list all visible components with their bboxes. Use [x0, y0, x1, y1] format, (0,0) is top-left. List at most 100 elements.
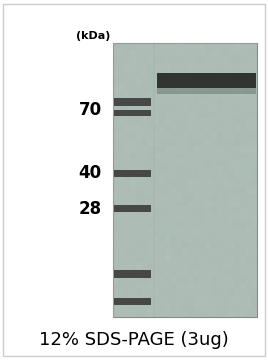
Bar — [228, 153, 234, 159]
Bar — [124, 173, 130, 180]
Bar — [113, 296, 118, 303]
Bar — [240, 221, 246, 228]
Bar — [142, 221, 147, 228]
Bar — [130, 194, 136, 201]
Bar — [113, 159, 118, 166]
Bar — [205, 57, 211, 64]
Bar — [124, 269, 130, 276]
Bar — [211, 262, 217, 269]
Bar — [113, 242, 118, 248]
Bar — [165, 105, 170, 112]
Bar — [199, 221, 205, 228]
Bar — [222, 77, 228, 84]
Bar — [118, 159, 124, 166]
Bar — [199, 207, 205, 214]
Bar — [217, 235, 222, 242]
Bar — [136, 153, 142, 159]
Bar — [142, 50, 147, 57]
Bar — [199, 283, 205, 289]
Bar — [205, 194, 211, 201]
Bar — [251, 146, 257, 153]
Bar — [188, 50, 193, 57]
Bar — [234, 153, 240, 159]
Bar — [188, 91, 193, 98]
Bar — [246, 214, 251, 221]
Bar — [251, 71, 257, 77]
Bar — [211, 296, 217, 303]
Bar — [228, 159, 234, 166]
Bar — [147, 118, 153, 125]
Bar — [222, 125, 228, 132]
Bar — [234, 187, 240, 194]
Text: 12% SDS-PAGE (3ug): 12% SDS-PAGE (3ug) — [39, 331, 229, 349]
Bar — [240, 207, 246, 214]
Bar — [251, 289, 257, 296]
Bar — [142, 77, 147, 84]
Bar — [246, 105, 251, 112]
Bar — [205, 214, 211, 221]
Bar — [113, 228, 118, 235]
Bar — [142, 255, 147, 262]
Bar — [165, 112, 170, 118]
Bar — [118, 98, 124, 105]
Bar — [147, 159, 153, 166]
Bar — [176, 269, 182, 276]
Bar — [217, 84, 222, 91]
Bar — [193, 112, 199, 118]
Text: 70: 70 — [79, 101, 102, 119]
Bar — [159, 84, 165, 91]
Bar — [176, 153, 182, 159]
Bar — [130, 98, 136, 105]
Bar — [124, 71, 130, 77]
Bar — [182, 262, 188, 269]
Bar — [211, 303, 217, 310]
Bar — [240, 112, 246, 118]
Bar — [176, 283, 182, 289]
Bar — [193, 166, 199, 173]
Bar — [228, 276, 234, 283]
Bar — [124, 255, 130, 262]
Bar — [217, 153, 222, 159]
Bar — [251, 248, 257, 255]
Bar — [199, 112, 205, 118]
Bar — [217, 64, 222, 71]
Bar — [142, 289, 147, 296]
Bar — [170, 166, 176, 173]
Bar — [159, 166, 165, 173]
Bar — [142, 228, 147, 235]
Bar — [188, 228, 193, 235]
Bar — [113, 112, 118, 118]
Bar — [199, 84, 205, 91]
Bar — [130, 214, 136, 221]
Bar — [228, 303, 234, 310]
Bar — [222, 146, 228, 153]
Bar — [193, 255, 199, 262]
Bar — [165, 159, 170, 166]
Bar — [246, 153, 251, 159]
Bar — [199, 194, 205, 201]
Bar — [217, 276, 222, 283]
Bar — [217, 112, 222, 118]
Bar — [124, 112, 130, 118]
Bar — [113, 255, 118, 262]
Bar — [159, 194, 165, 201]
Bar — [118, 310, 124, 317]
Bar — [142, 180, 147, 187]
Bar — [228, 310, 234, 317]
Bar — [170, 91, 176, 98]
Bar — [217, 166, 222, 173]
Bar — [159, 283, 165, 289]
Bar — [142, 269, 147, 276]
Bar — [188, 98, 193, 105]
Bar — [147, 289, 153, 296]
Bar — [124, 242, 130, 248]
Bar — [251, 91, 257, 98]
Bar — [188, 221, 193, 228]
Bar — [228, 207, 234, 214]
Bar — [199, 132, 205, 139]
Bar — [136, 132, 142, 139]
Bar — [118, 221, 124, 228]
Bar — [205, 159, 211, 166]
Bar — [205, 310, 211, 317]
Bar — [222, 112, 228, 118]
